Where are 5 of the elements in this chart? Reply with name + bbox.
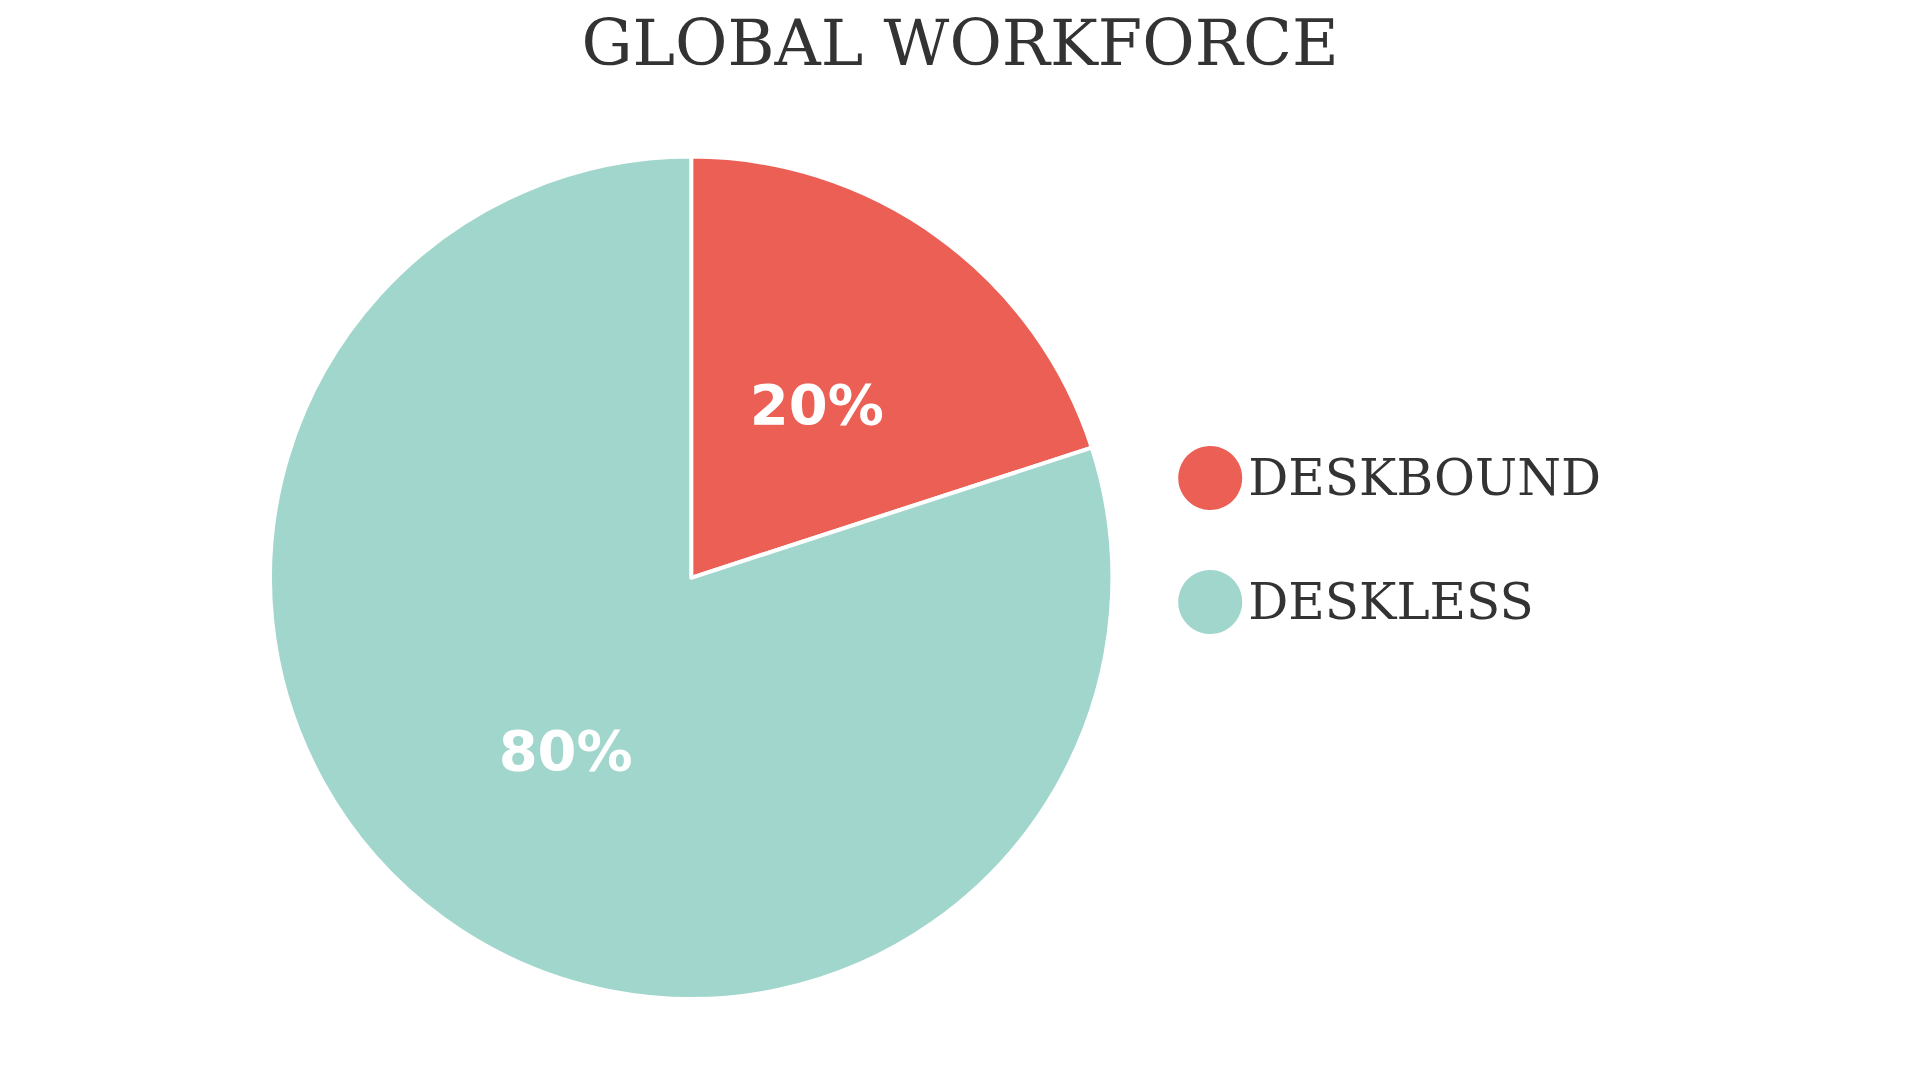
chart-title: GLOBAL WORKFORCE — [581, 6, 1339, 80]
data-label: 80% — [498, 718, 633, 784]
data-label: 20% — [749, 372, 884, 438]
legend-label: DESKLESS — [1248, 573, 1534, 631]
legend-label: DESKBOUND — [1248, 449, 1602, 507]
